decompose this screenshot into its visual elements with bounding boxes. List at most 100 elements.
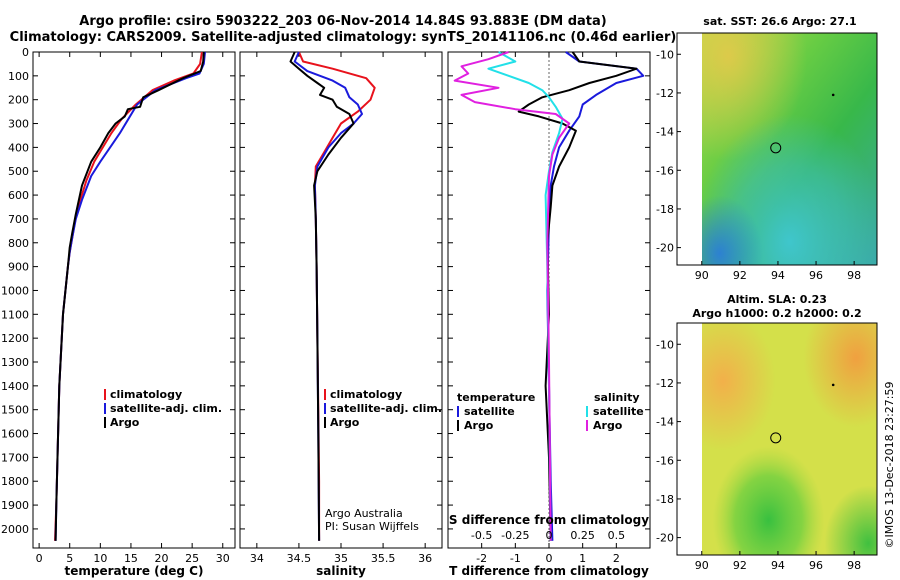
x-tick-label: 34 (250, 552, 264, 565)
map-y-tick-label: -14 (656, 126, 674, 139)
x-tick-label: 35 (334, 552, 348, 565)
sst-axes: 90 92 94 96 98 -10 -12 -14 -16 -18 -20 (656, 32, 878, 282)
x2-tick-label: 0.5 (608, 529, 626, 542)
sst-map-title: sat. SST: 26.6 Argo: 27.1 (703, 15, 856, 28)
x-tick-label: 34.5 (287, 552, 312, 565)
x-tick-label: 0 (546, 552, 553, 565)
map-x-tick-label: 90 (695, 559, 709, 572)
sla-low-southeast (702, 323, 877, 555)
x-tick-label: -1 (510, 552, 521, 565)
y-tick-label: 300 (8, 118, 29, 131)
imos-stamp: ©IMOS 13-Dec-2018 23:27:59 (883, 382, 896, 549)
series-line-satellite-adj-clim- (54, 51, 206, 541)
legend-label: Argo (593, 419, 623, 432)
y-tick-label: 1900 (1, 499, 29, 512)
y-tick-label: 0 (22, 46, 29, 59)
y-tick-label: 600 (8, 189, 29, 202)
salinity-panel: 34 34.5 35 35.5 36 salinity climatologysatelli… (239, 51, 443, 578)
legend-label: satellite (593, 405, 644, 418)
map-frame (676, 32, 878, 266)
series-line-climatology (297, 51, 376, 541)
map-y-tick-label: -18 (656, 493, 674, 506)
map-x-tick-label: 90 (695, 269, 709, 282)
series-line-argo (289, 51, 355, 541)
x-tick-label: 30 (216, 552, 230, 565)
y-tick-label: 1800 (1, 475, 29, 488)
series-line-s-argo (453, 51, 571, 541)
title-line-2: Climatology: CARS2009. Satellite-adjuste… (10, 30, 677, 45)
legend-label: Argo (464, 419, 494, 432)
map-y-tick-label: -18 (656, 203, 674, 216)
sla-map-title-2: Argo h1000: 0.2 h2000: 0.2 (692, 307, 861, 320)
y-tick-label: 1300 (1, 356, 29, 369)
map-y-tick-label: -12 (656, 377, 674, 390)
float-position-marker (770, 432, 782, 444)
y-tick-label: 1200 (1, 332, 29, 345)
series-line-t-argo (517, 51, 638, 541)
x-tick-label: 1 (579, 552, 586, 565)
y-tick-label: 1000 (1, 284, 29, 297)
map-x-tick-label: 98 (847, 559, 861, 572)
x-tick-label: 15 (124, 552, 138, 565)
map-y-tick-label: -10 (656, 48, 674, 61)
map-y-tick-label: -16 (656, 454, 674, 467)
x-tick-label: 20 (155, 552, 169, 565)
x2-tick-label: -0.5 (471, 529, 492, 542)
map-x-tick-label: 92 (733, 269, 747, 282)
x-tick-label: 35.5 (371, 552, 396, 565)
y-tick-label: 500 (8, 165, 29, 178)
title-line-1: Argo profile: csiro 5903222_203 06-Nov-2… (79, 14, 606, 29)
legend-label: climatology (110, 388, 182, 401)
legend-label: climatology (330, 388, 402, 401)
map-x-tick-label: 92 (733, 559, 747, 572)
map-x-tick-label: 94 (771, 269, 785, 282)
sla-map: Altim. SLA: 0.23 Argo h1000: 0.2 h2000: … (656, 293, 878, 572)
map-y-tick-label: -14 (656, 416, 674, 429)
legend-label: Argo (330, 416, 360, 429)
map-y-tick-label: -20 (656, 532, 674, 545)
map-x-tick-label: 96 (809, 559, 823, 572)
y-tick-label: 1400 (1, 380, 29, 393)
x-axis-label: salinity (316, 564, 366, 578)
y-tick-label: 800 (8, 237, 29, 250)
x-tick-label: 10 (93, 552, 107, 565)
x-axis-label: T difference from climatology (449, 564, 649, 578)
temperature-panel: 0 5 10 15 20 25 300100200300400500600700800900… (1, 46, 236, 578)
legend-label: satellite-adj. clim. (330, 402, 442, 415)
y-tick-label: 1100 (1, 308, 29, 321)
cocos-island-dot (831, 93, 835, 97)
plot-frame (32, 51, 236, 549)
map-x-tick-label: 98 (847, 269, 861, 282)
float-position-marker (770, 142, 782, 154)
annotation-text: PI: Susan Wijffels (325, 520, 419, 533)
map-x-tick-label: 94 (771, 559, 785, 572)
x-tick-label: 2 (613, 552, 620, 565)
x2-tick-label: 0.25 (570, 529, 595, 542)
x2-tick-label: -0.25 (501, 529, 529, 542)
legend-label: satellite (464, 405, 515, 418)
sst-map: sat. SST: 26.6 Argo: 27.1 90 92 94 96 98 -10 -… (656, 15, 878, 282)
x-tick-label: 5 (66, 552, 73, 565)
x2-tick-label: 0 (546, 529, 553, 542)
series-line-argo (54, 51, 205, 541)
annotation-text: Argo Australia (325, 507, 403, 520)
y-tick-label: 2000 (1, 523, 29, 536)
y-tick-label: 200 (8, 94, 29, 107)
plot-frame (239, 51, 443, 549)
x-tick-label: 0 (36, 552, 43, 565)
y-tick-label: 1500 (1, 404, 29, 417)
y-tick-label: 900 (8, 261, 29, 274)
map-y-tick-label: -16 (656, 164, 674, 177)
cocos-island-dot (831, 383, 835, 387)
y-tick-label: 100 (8, 70, 29, 83)
difference-panel: -2 -1 0 1 2T difference from climatology temp… (447, 51, 651, 578)
map-y-tick-label: -20 (656, 242, 674, 255)
x2-axis-label: S difference from climatology (449, 513, 649, 527)
x-tick-label: 25 (185, 552, 199, 565)
y-tick-label: 1600 (1, 428, 29, 441)
map-y-tick-label: -10 (656, 338, 674, 351)
y-tick-label: 1700 (1, 451, 29, 464)
x-axis-label: temperature (deg C) (65, 564, 204, 578)
legend-title-salinity: salinity (594, 391, 640, 404)
